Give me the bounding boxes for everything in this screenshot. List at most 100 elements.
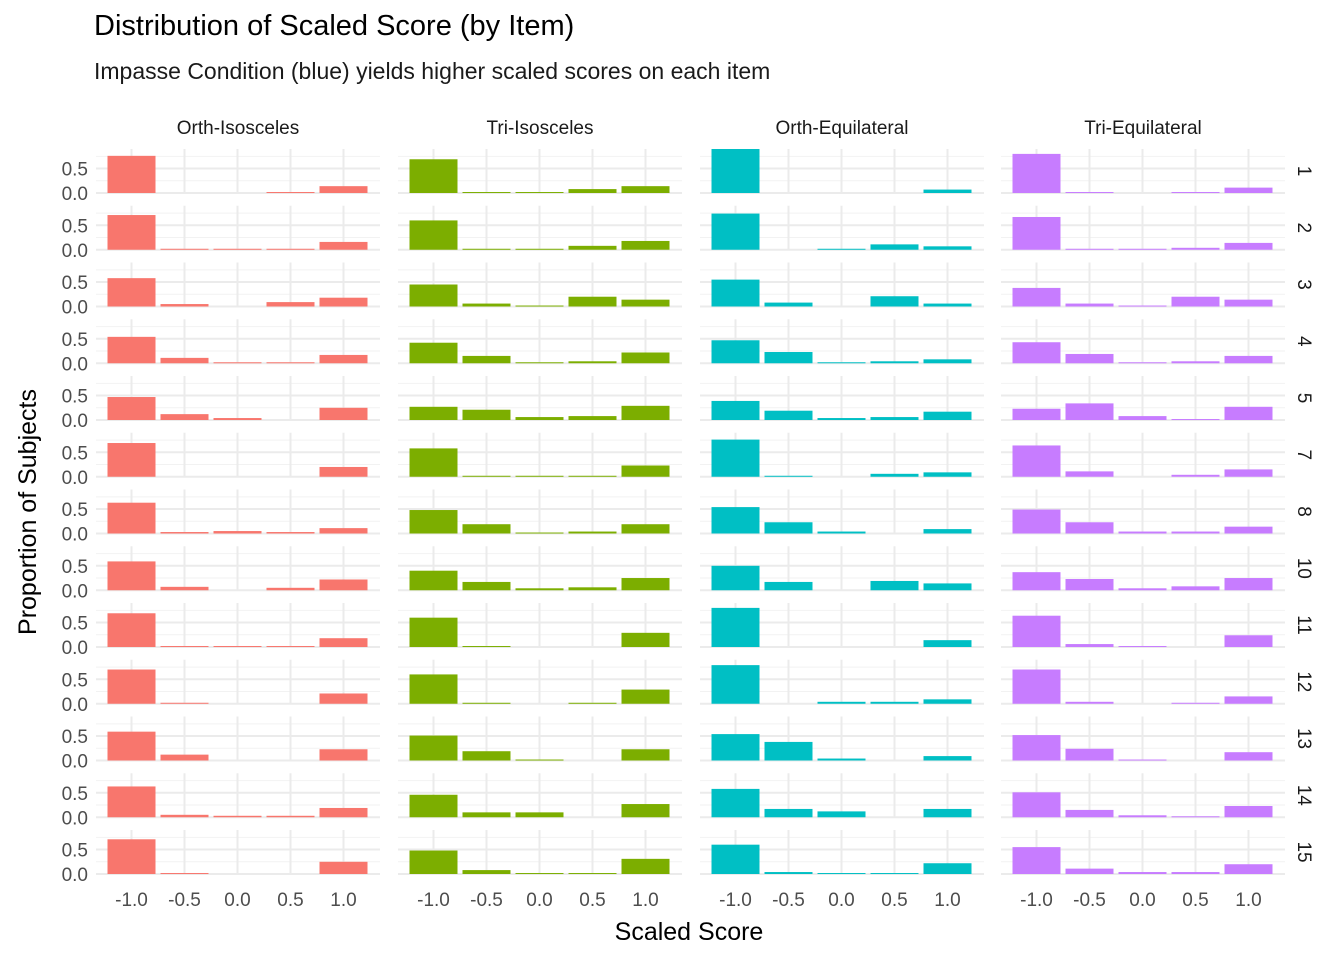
y-tick-label: 0.5 [62,557,88,578]
chart-subtitle: Impasse Condition (blue) yields higher s… [94,58,771,84]
panel-tri-isosceles-item-12 [398,659,682,705]
bar-orth-isosceles-item-4-x0.0 [213,362,262,364]
bar-tri-equilateral-item-3-x0.0 [1118,305,1167,307]
y-tick-label: 0.0 [62,525,88,546]
bar-tri-isosceles-item-4-x0.5 [568,361,617,364]
row-strip-label-item-8: 8 [1293,506,1314,517]
y-axis-title: Proportion of Subjects [14,389,42,635]
x-tick-label: 0.5 [1182,890,1208,911]
bar-tri-isosceles-item-8-x1.0 [621,524,670,534]
bar-tri-equilateral-item-14-x-1.0 [1012,792,1061,818]
bar-tri-isosceles-item-8-x0.0 [515,532,564,534]
bar-orth-equilateral-item-2-x0.0 [817,248,866,250]
y-tick-label: 0.0 [62,865,88,886]
x-tick-label: 0.0 [526,890,552,911]
bar-orth-isosceles-item-14-x1.0 [319,807,368,818]
bar-orth-isosceles-item-2-x0.5 [266,248,315,250]
bar-tri-equilateral-item-4-x1.0 [1224,355,1273,364]
bar-orth-isosceles-item-13-x-1.0 [107,731,156,761]
bar-orth-equilateral-item-7-x-1.0 [711,439,760,477]
panel-tri-isosceles-item-2 [398,205,682,251]
panel-tri-equilateral-item-12 [1001,659,1285,705]
bar-orth-isosceles-item-5-x0.0 [213,418,262,420]
bar-tri-isosceles-item-11-x-0.5 [462,646,511,648]
bar-tri-isosceles-item-3-x-1.0 [409,284,458,307]
bar-orth-isosceles-item-11-x-1.0 [107,613,156,647]
bar-tri-isosceles-item-7-x0.0 [515,475,564,477]
row-strip-label-item-1: 1 [1293,166,1314,177]
bar-tri-isosceles-item-10-x1.0 [621,578,670,591]
panel-orth-isosceles-item-12 [96,659,380,705]
bar-tri-equilateral-item-15-x1.0 [1224,864,1273,874]
bar-tri-isosceles-item-15-x0.0 [515,873,564,875]
y-tick-label: 0.5 [62,614,88,635]
bar-orth-equilateral-item-8-x-1.0 [711,507,760,534]
panel-tri-equilateral-item-3 [1001,262,1285,308]
panel-orth-equilateral-item-12 [700,659,984,705]
bar-orth-equilateral-item-4-x0.5 [870,361,919,364]
bar-tri-equilateral-item-3-x-1.0 [1012,287,1061,307]
facet-panels [96,149,1285,875]
panel-tri-isosceles-item-3 [398,262,682,308]
bar-tri-isosceles-item-5-x-0.5 [462,409,511,420]
bar-tri-equilateral-item-1-x-1.0 [1012,153,1061,193]
panel-tri-isosceles-item-15 [398,830,682,875]
y-tick-label: 0.5 [62,670,88,691]
row-strip-label-item-4: 4 [1293,336,1314,347]
bar-tri-equilateral-item-2-x0.5 [1171,247,1220,250]
bar-orth-isosceles-item-10-x-0.5 [160,586,209,591]
bar-tri-isosceles-item-11-x1.0 [621,632,670,647]
bar-orth-isosceles-item-11-x-0.5 [160,646,209,648]
y-tick-label: 0.5 [62,330,88,351]
y-tick-label: 0.0 [62,298,88,319]
x-tick-label: -1.0 [719,890,752,911]
bar-tri-isosceles-item-10-x0.0 [515,588,564,591]
panel-tri-equilateral-item-4 [1001,319,1285,365]
bar-orth-equilateral-item-10-x-0.5 [764,581,813,591]
bar-tri-isosceles-item-14-x-0.5 [462,812,511,818]
bar-tri-isosceles-item-1-x0.0 [515,192,564,194]
x-tick-label: 1.0 [632,890,658,911]
bar-orth-isosceles-item-3-x-1.0 [107,278,156,307]
y-tick-label: 0.5 [62,273,88,294]
bar-orth-equilateral-item-13-x-1.0 [711,734,760,761]
bar-tri-equilateral-item-2-x-0.5 [1065,248,1114,250]
bar-orth-equilateral-item-4-x0.0 [817,362,866,364]
bar-tri-isosceles-item-13-x0.0 [515,759,564,761]
bar-tri-equilateral-item-2-x-1.0 [1012,216,1061,250]
bar-tri-equilateral-item-1-x0.5 [1171,192,1220,194]
bar-tri-equilateral-item-1-x-0.5 [1065,192,1114,194]
bar-orth-isosceles-item-12-x1.0 [319,693,368,704]
bar-tri-equilateral-item-1-x1.0 [1224,187,1273,193]
bar-tri-isosceles-item-3-x-0.5 [462,303,511,307]
bar-tri-equilateral-item-2-x0.0 [1118,248,1167,250]
y-tick-label: 0.0 [62,808,88,829]
bar-orth-equilateral-item-7-x1.0 [923,472,972,477]
y-tick-label: 0.5 [62,841,88,862]
bar-tri-isosceles-item-1-x-1.0 [409,159,458,193]
y-tick-label: 0.0 [62,695,88,716]
bar-tri-isosceles-item-10-x-0.5 [462,581,511,591]
panel-tri-equilateral-item-14 [1001,773,1285,819]
bar-tri-equilateral-item-5-x0.5 [1171,419,1220,421]
row-strip-label-item-10: 10 [1293,558,1314,579]
bar-orth-equilateral-item-11-x-1.0 [711,607,760,647]
bar-orth-isosceles-item-15-x1.0 [319,861,368,874]
panel-tri-isosceles-item-14 [398,773,682,819]
bar-orth-equilateral-item-13-x-0.5 [764,741,813,761]
bar-tri-equilateral-item-7-x0.5 [1171,474,1220,477]
bar-orth-equilateral-item-15-x1.0 [923,863,972,874]
bar-orth-isosceles-item-2-x1.0 [319,241,368,250]
bar-tri-isosceles-item-7-x1.0 [621,465,670,477]
bar-orth-isosceles-item-14-x0.0 [213,815,262,818]
bar-orth-isosceles-item-8-x-0.5 [160,532,209,534]
bar-tri-equilateral-item-10-x0.5 [1171,586,1220,591]
bar-tri-equilateral-item-3-x-0.5 [1065,303,1114,307]
bar-orth-equilateral-item-8-x1.0 [923,529,972,534]
bar-orth-equilateral-item-3-x-0.5 [764,302,813,307]
bar-tri-isosceles-item-13-x-0.5 [462,751,511,761]
bar-orth-isosceles-item-2-x-1.0 [107,215,156,250]
bar-tri-equilateral-item-5-x-1.0 [1012,408,1061,420]
bar-orth-equilateral-item-7-x0.5 [870,473,919,477]
bar-orth-isosceles-item-5-x1.0 [319,407,368,420]
